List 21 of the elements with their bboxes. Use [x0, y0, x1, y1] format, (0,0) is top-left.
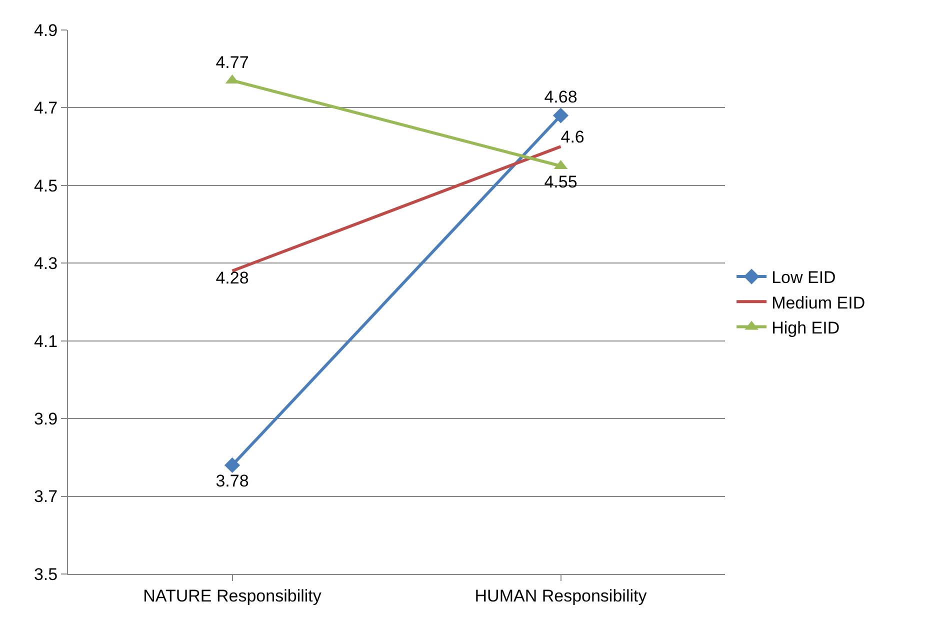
y-tick-label: 3.9	[34, 410, 58, 429]
legend-label: Low EID	[772, 268, 836, 288]
x-tick-label: NATURE Responsibility	[143, 586, 322, 606]
data-label: 3.78	[216, 471, 249, 490]
y-tick-label: 4.1	[34, 332, 58, 351]
y-tick-label: 3.5	[34, 564, 58, 584]
point	[224, 457, 240, 473]
data-label: 4.6	[560, 127, 584, 146]
data-label: 4.55	[544, 172, 578, 192]
legend-label: High EID	[772, 318, 840, 338]
y-tick-label: 4.9	[34, 20, 58, 40]
data-label: 4.77	[216, 52, 249, 72]
y-tick-label: 4.7	[34, 98, 58, 118]
y-tick-label: 4.3	[34, 254, 58, 274]
y-tick-label: 4.5	[34, 176, 58, 196]
y-tick-label: 3.7	[34, 487, 58, 506]
x-tick-label: HUMAN Responsibility	[474, 586, 648, 606]
legend-label: Medium EID	[772, 293, 866, 312]
data-label: 4.28	[216, 268, 249, 288]
data-label: 4.68	[544, 88, 578, 107]
point	[552, 108, 569, 124]
